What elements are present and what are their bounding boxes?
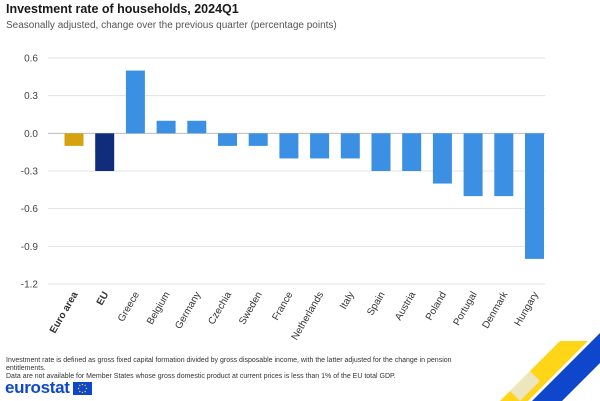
chart-subtitle: Seasonally adjusted, change over the pre… [6, 20, 337, 31]
y-tick-label: 0.3 [24, 91, 38, 102]
x-tick-label: Denmark [481, 289, 511, 330]
y-tick-label: 0.6 [24, 54, 38, 65]
bar [248, 133, 268, 146]
y-tick-label: -1.2 [21, 280, 39, 291]
bar [525, 133, 544, 259]
bar [218, 133, 237, 146]
x-tick-label: Germany [173, 290, 203, 331]
logo-text: eurostat [5, 378, 70, 397]
bar [279, 133, 299, 159]
y-tick-label: -0.6 [21, 204, 39, 215]
x-tick-label: Portugal [452, 290, 480, 328]
x-tick-label: EU [95, 290, 111, 308]
decorative-corner-graphic [500, 333, 600, 401]
bar [187, 120, 207, 134]
y-tick-label: 0.0 [24, 129, 38, 140]
x-tick-label: Greece [116, 290, 142, 324]
x-tick-label: Euro area [48, 290, 81, 336]
x-tick-label: Hungary [513, 290, 541, 328]
eurostat-logo: eurostat [5, 378, 92, 398]
bar [95, 133, 115, 171]
bar [371, 133, 391, 171]
y-tick-label: -0.3 [21, 167, 39, 178]
x-tick-label: Italy [338, 290, 357, 311]
x-tick-label: Netherlands [290, 290, 326, 342]
footnote-availability: Data are not available for Member States… [6, 373, 396, 380]
bar-chart: 0.6 0.3 0.0 -0.3 -0.6 -0.9 -1.2 Euro area EU Gree… [21, 54, 545, 342]
footnote-definition: Investment rate is defined as gross fixe… [6, 357, 452, 372]
bar [494, 133, 514, 197]
chart-title: Investment rate of households, 2024Q1 [6, 2, 239, 16]
bar [64, 133, 84, 146]
x-tick-label: Poland [424, 290, 449, 322]
bar [125, 70, 145, 134]
x-tick-label: Czechia [207, 290, 235, 327]
bar [156, 120, 176, 134]
bar [463, 133, 483, 197]
bar [340, 133, 360, 159]
x-tick-label: Sweden [237, 290, 265, 327]
footnote: Investment rate is defined as gross fixe… [6, 357, 466, 381]
bar [432, 133, 452, 184]
x-tick-label: Belgium [145, 290, 173, 327]
x-tick-label: France [270, 290, 295, 323]
bar [310, 133, 330, 159]
bar [402, 133, 422, 171]
x-tick-label: Austria [393, 290, 418, 323]
y-tick-label: -0.9 [21, 242, 39, 253]
x-tick-label: Spain [365, 290, 387, 318]
eu-flag-icon [72, 381, 92, 395]
